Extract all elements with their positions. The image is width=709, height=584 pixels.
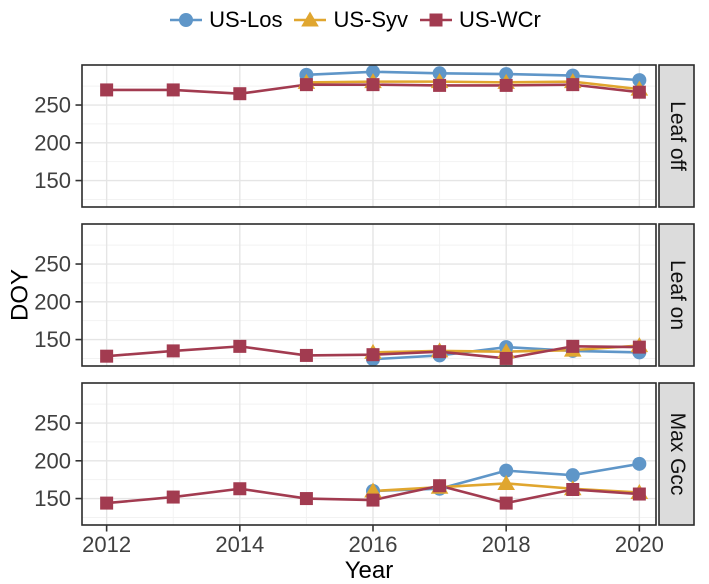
- facet-0: 150 200 250 Leaf off: [34, 64, 695, 208]
- y-tick-label: 200: [34, 130, 71, 155]
- data-point-US-WCr: [166, 83, 180, 97]
- data-point-US-WCr: [100, 349, 114, 363]
- x-axis-title: Year: [345, 557, 394, 584]
- series-line-US-Los: [305, 70, 641, 82]
- y-tick-label: 250: [34, 411, 71, 436]
- y-axis-title: DOY: [7, 269, 34, 321]
- facet-1: 150 200 250 Leaf on: [34, 223, 695, 367]
- legend-item-US-Syv: US-Syv: [292, 7, 408, 33]
- x-tick-label: 2016: [349, 532, 398, 557]
- data-point-US-Los: [565, 468, 580, 483]
- data-point-US-WCr: [100, 496, 114, 510]
- data-point-US-WCr: [566, 483, 580, 496]
- facet-strip: [658, 223, 695, 367]
- legend-square-marker: [429, 13, 443, 27]
- data-point-US-WCr: [366, 493, 380, 507]
- y-tick-label: 200: [34, 448, 71, 473]
- data-point-US-WCr: [233, 87, 247, 101]
- x-tick-label: 2020: [615, 532, 664, 557]
- data-point-US-WCr: [632, 340, 646, 354]
- data-point-US-WCr: [632, 487, 646, 501]
- legend: US-Los US-Syv US-WCr: [0, 0, 709, 40]
- facet-strip-label: Leaf off: [666, 101, 689, 171]
- legend-item-US-WCr: US-WCr: [418, 7, 541, 33]
- data-point-US-WCr: [299, 492, 313, 506]
- data-point-US-WCr: [499, 496, 513, 510]
- facet-strip: [658, 382, 695, 526]
- data-point-US-WCr: [566, 339, 580, 353]
- facet-2: 150 200 250 Max Gcc: [34, 382, 695, 526]
- data-point-US-WCr: [233, 339, 247, 353]
- legend-item-US-Los: US-Los: [168, 7, 282, 33]
- data-point-US-Los: [632, 456, 647, 471]
- faceted-line-chart: 150 200 250 Leaf off 150 200 250 Leaf on 150 200 2…: [7, 64, 695, 584]
- data-point-US-WCr: [433, 479, 447, 493]
- legend-triangle-marker: [301, 11, 320, 27]
- panel-border: [81, 64, 657, 208]
- facet-strip-label: Leaf on: [666, 260, 689, 330]
- data-point-US-WCr: [366, 348, 380, 362]
- y-tick-label: 150: [34, 327, 71, 352]
- data-point-US-WCr: [166, 490, 180, 504]
- data-point-US-Los: [632, 73, 647, 88]
- data-point-US-WCr: [299, 348, 313, 362]
- facet-strip-label: Max Gcc: [666, 413, 689, 496]
- legend-label: US-WCr: [459, 7, 541, 32]
- data-point-US-Syv: [497, 474, 515, 490]
- data-point-US-WCr: [566, 78, 580, 92]
- x-tick-label: 2012: [82, 532, 131, 557]
- panel-border: [81, 223, 657, 367]
- data-point-US-WCr: [499, 351, 513, 365]
- x-tick-label: 2018: [482, 532, 531, 557]
- data-point-US-WCr: [233, 482, 247, 496]
- legend-circle-marker: [179, 13, 194, 27]
- legend-circle-icon: [170, 13, 203, 27]
- data-point-US-WCr: [433, 345, 447, 359]
- data-point-US-WCr: [100, 83, 114, 97]
- data-point-US-WCr: [299, 78, 313, 92]
- legend-label: US-Syv: [333, 7, 409, 32]
- facet-panel: [82, 224, 656, 366]
- data-point-US-Los: [365, 64, 380, 79]
- data-point-US-WCr: [499, 78, 513, 92]
- panel-border: [81, 382, 657, 526]
- data-point-US-WCr: [166, 344, 180, 358]
- y-tick-label: 200: [34, 289, 71, 314]
- y-tick-label: 150: [34, 168, 71, 193]
- legend-triangle-icon: [294, 11, 327, 27]
- data-point-US-WCr: [632, 85, 646, 99]
- data-point-US-WCr: [366, 78, 380, 92]
- facet-strip: [658, 64, 695, 208]
- y-tick-label: 250: [34, 93, 71, 118]
- data-point-US-WCr: [433, 78, 447, 92]
- y-tick-label: 250: [34, 252, 71, 277]
- data-point-US-Los: [499, 463, 514, 478]
- series-line-US-Syv: [305, 80, 641, 91]
- legend-label: US-Los: [209, 7, 283, 32]
- y-tick-label: 150: [34, 486, 71, 511]
- legend-square-icon: [420, 13, 453, 27]
- x-tick-label: 2014: [215, 532, 264, 557]
